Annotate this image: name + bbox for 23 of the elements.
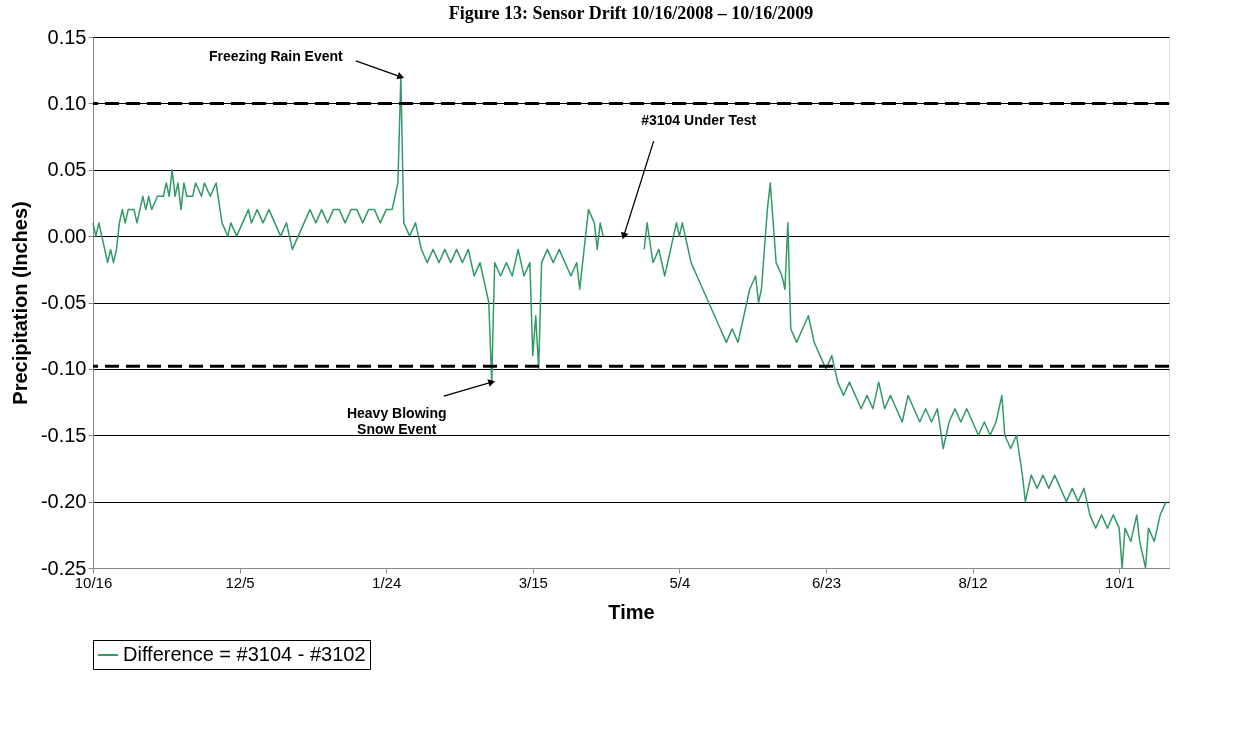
y-tick-label: 0.15 [47,25,87,48]
y-axis-title: Precipitation (Inches) [8,201,31,405]
y-tick-label: -0.15 [40,423,87,446]
x-tick-label: 6/23 [811,573,842,591]
annotation: Heavy Blowing Snow Event [346,405,447,438]
y-tick-label: 0.00 [47,224,87,247]
x-tick-label: 5/4 [669,573,691,591]
annotation: #3104 Under Test [641,112,757,129]
annotation: Freezing Rain Event [208,47,344,64]
x-tick-label: 3/15 [518,573,548,591]
x-tick-label: 8/12 [958,573,988,591]
legend-label: Difference = #3104 - #3102 [123,643,366,665]
y-tick-label: -0.05 [40,291,87,313]
x-axis-title: Time [608,600,655,623]
x-tick-label: 12/5 [225,573,255,591]
y-tick-label: 0.10 [47,91,87,114]
y-tick-label: -0.10 [40,357,87,380]
y-tick-label: -0.25 [40,556,87,579]
chart-title: Figure 13: Sensor Drift 10/16/2008 – 10/16/2009 [448,3,814,23]
y-tick-label: 0.05 [47,158,87,181]
x-tick-label: 1/24 [372,573,402,591]
y-tick-label: -0.20 [40,490,87,513]
x-tick-label: 10/1 [1105,573,1135,591]
